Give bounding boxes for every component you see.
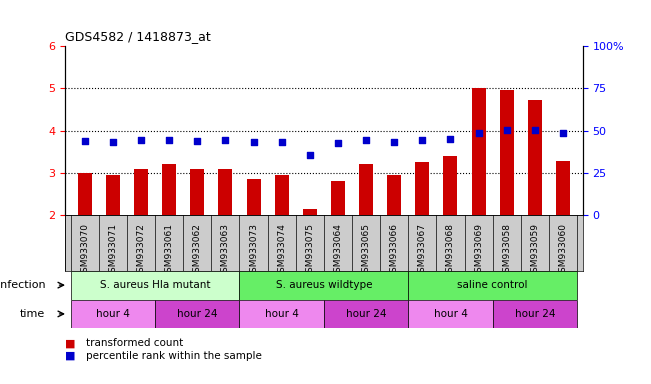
Point (248, 139, 258, 146)
Bar (493, 300, 577, 328)
Bar (240, 271, 408, 300)
Text: GSM933075: GSM933075 (305, 223, 314, 278)
Text: hour 4: hour 4 (434, 309, 467, 319)
Bar (240, 300, 324, 328)
Bar (331, 181, 345, 215)
Bar (190, 169, 204, 215)
Text: S. aureus Hla mutant: S. aureus Hla mutant (100, 280, 210, 290)
Point (501, 127, 512, 133)
Point (220, 137, 230, 143)
Text: GSM933071: GSM933071 (109, 223, 117, 278)
Bar (218, 169, 232, 215)
Bar (500, 90, 514, 215)
Point (389, 139, 400, 145)
Text: GSM933070: GSM933070 (80, 223, 89, 278)
Bar (134, 169, 148, 215)
Bar (247, 179, 260, 215)
Text: GSM933058: GSM933058 (502, 223, 511, 278)
Bar (387, 175, 401, 215)
Text: percentile rank within the sample: percentile rank within the sample (86, 351, 262, 361)
Text: ■: ■ (65, 339, 76, 349)
Point (136, 137, 146, 143)
Text: hour 24: hour 24 (514, 309, 555, 319)
Text: GSM933072: GSM933072 (137, 223, 146, 278)
Bar (162, 164, 176, 215)
Point (333, 140, 343, 146)
Text: GDS4582 / 1418873_at: GDS4582 / 1418873_at (65, 30, 211, 43)
Text: S. aureus wildtype: S. aureus wildtype (275, 280, 372, 290)
Point (473, 129, 484, 136)
Point (277, 139, 287, 145)
Bar (303, 209, 317, 215)
Text: hour 24: hour 24 (177, 309, 217, 319)
Bar (415, 162, 430, 215)
Text: hour 4: hour 4 (265, 309, 299, 319)
Text: GSM933065: GSM933065 (361, 223, 370, 278)
Bar (71, 271, 240, 300)
Text: transformed count: transformed count (86, 338, 183, 348)
Text: GSM933064: GSM933064 (333, 223, 342, 278)
Point (445, 136, 456, 142)
Text: GSM933073: GSM933073 (249, 223, 258, 278)
Text: hour 4: hour 4 (96, 309, 130, 319)
Bar (324, 300, 408, 328)
Text: time: time (20, 309, 46, 319)
Bar (77, 173, 92, 215)
Bar (71, 300, 155, 328)
Text: GSM933062: GSM933062 (193, 223, 202, 278)
Text: infection: infection (0, 280, 46, 290)
Bar (155, 300, 240, 328)
Bar (528, 100, 542, 215)
Bar (471, 88, 486, 215)
Bar (106, 175, 120, 215)
Point (192, 138, 202, 144)
Point (305, 152, 315, 158)
Text: GSM933068: GSM933068 (446, 223, 455, 278)
Bar (556, 161, 570, 215)
Point (558, 129, 568, 136)
Text: saline control: saline control (458, 280, 528, 290)
Bar (408, 271, 577, 300)
Bar (408, 300, 493, 328)
Point (530, 127, 540, 133)
Point (164, 137, 174, 143)
Text: GSM933069: GSM933069 (474, 223, 483, 278)
Text: GSM933059: GSM933059 (531, 223, 539, 278)
Text: ■: ■ (65, 351, 76, 361)
Bar (275, 175, 288, 215)
Text: GSM933067: GSM933067 (418, 223, 427, 278)
Point (361, 137, 371, 143)
Text: GSM933063: GSM933063 (221, 223, 230, 278)
Point (107, 139, 118, 146)
Text: GSM933074: GSM933074 (277, 223, 286, 278)
Bar (359, 164, 373, 215)
Point (79, 138, 90, 144)
Text: hour 24: hour 24 (346, 309, 386, 319)
Point (417, 137, 428, 143)
Text: GSM933066: GSM933066 (390, 223, 398, 278)
Text: GSM933060: GSM933060 (559, 223, 568, 278)
Bar (443, 156, 458, 215)
Text: GSM933061: GSM933061 (165, 223, 174, 278)
